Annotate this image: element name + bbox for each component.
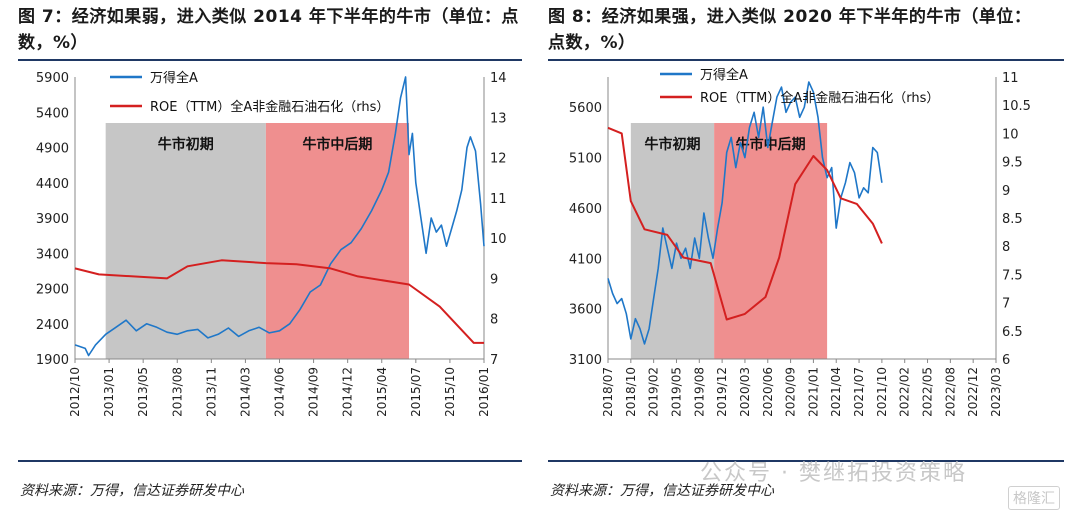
- left-top-rule: [18, 59, 522, 61]
- legend-label-roe: ROE（TTM）全A非金融石油石化（rhs）: [150, 99, 389, 115]
- y-right-tick-label: 9: [1002, 184, 1010, 199]
- y-left-tick-label: 4100: [569, 252, 602, 267]
- x-tick-label: 2012/10: [68, 367, 82, 417]
- y-right-tick-label: 7: [1002, 297, 1010, 312]
- x-tick-label: 2013/11: [204, 367, 218, 417]
- logo-badge: 格隆汇: [1008, 486, 1060, 510]
- y-right-tick-label: 12: [490, 152, 507, 167]
- left-source: 资料来源：万得，信达证券研发中心: [20, 483, 244, 499]
- x-tick-label: 2018/10: [624, 367, 638, 417]
- band-early: [105, 123, 266, 359]
- y-left-tick-label: 2900: [36, 283, 69, 298]
- right-chart: 牛市初期 牛市中后期 3100 3600 4100 4600 5100 5600 6 6.5 7 7.…: [569, 67, 1031, 417]
- y-right-tick-label: 11: [1002, 71, 1019, 86]
- x-tick-label: 2022/12: [966, 367, 980, 417]
- y-right-tick-label: 14: [490, 71, 507, 86]
- band-label-late: 牛市中后期: [302, 136, 372, 153]
- right-bottom-rule: [548, 460, 1064, 462]
- y-left-tick-label: 5900: [36, 71, 69, 86]
- x-tick-label: 2014/12: [341, 367, 355, 417]
- y-left-tick-label: 5600: [569, 101, 602, 116]
- right-title-line1: 图 8：经济如果强，进入类似 2020 年下半年的牛市（单位：: [548, 7, 1032, 27]
- y-right-tick-label: 6: [1002, 353, 1010, 368]
- right-title-line2: 点数，%）: [548, 33, 636, 53]
- y-right-tick-label: 6.5: [1002, 325, 1023, 340]
- x-tick-label: 2014/09: [307, 367, 321, 417]
- x-tick-label: 2021/01: [806, 367, 820, 417]
- right-source: 资料来源：万得，信达证券研发中心: [550, 483, 774, 499]
- band-label-late: 牛市中后期: [736, 136, 806, 153]
- x-tick-label: 2020/03: [738, 367, 752, 417]
- left-title-line1: 图 7：经济如果弱，进入类似 2014 年下半年的牛市（单位：点: [18, 7, 519, 27]
- x-tick-label: 2013/01: [102, 367, 116, 417]
- x-tick-label: 2022/08: [943, 367, 957, 417]
- y-left-tick-label: 5100: [569, 152, 602, 167]
- left-bottom-rule: [18, 460, 522, 462]
- y-right-tick-label: 9: [490, 272, 498, 287]
- x-tick-label: 2015/07: [409, 367, 423, 417]
- left-title-line2: 数，%）: [18, 33, 89, 53]
- legend-label-index: 万得全A: [150, 70, 198, 86]
- y-left-tick-label: 3900: [36, 212, 69, 227]
- band-label-early: 牛市初期: [158, 136, 214, 153]
- y-left-tick-label: 3100: [569, 353, 602, 368]
- y-right-tick-label: 10.5: [1002, 99, 1031, 114]
- x-tick-label: 2013/05: [136, 367, 150, 417]
- x-tick-label: 2021/10: [875, 367, 889, 417]
- y-right-tick-label: 10: [1002, 127, 1019, 142]
- series-index-line: [74, 76, 485, 357]
- y-left-tick-label: 5400: [36, 106, 69, 121]
- y-right-tick-label: 7.5: [1002, 268, 1023, 283]
- x-tick-label: 2015/10: [443, 367, 457, 417]
- right-top-rule: [548, 59, 1064, 61]
- y-left-tick-label: 3400: [36, 247, 69, 262]
- y-right-tick-label: 13: [490, 111, 507, 126]
- y-right-tick-label: 8: [490, 313, 498, 328]
- x-tick-label: 2020/09: [784, 367, 798, 417]
- y-left-tick-label: 3600: [569, 303, 602, 318]
- band-late: [265, 123, 410, 359]
- y-left-tick-label: 4900: [36, 142, 69, 157]
- y-right-tick-label: 8.5: [1002, 212, 1023, 227]
- x-tick-label: 2019/12: [715, 367, 729, 417]
- y-right-tick-label: 9.5: [1002, 156, 1023, 171]
- x-tick-label: 2019/05: [669, 367, 683, 417]
- y-left-tick-label: 4400: [36, 177, 69, 192]
- y-left-tick-label: 4600: [569, 202, 602, 217]
- y-right-tick-label: 10: [490, 232, 507, 247]
- x-tick-label: 2014/03: [238, 367, 252, 417]
- band-label-early: 牛市初期: [644, 136, 700, 153]
- x-tick-label: 2019/08: [692, 367, 706, 417]
- x-tick-label: 2022/05: [921, 367, 935, 417]
- x-tick-label: 2022/02: [898, 367, 912, 417]
- y-right-tick-label: 11: [490, 192, 507, 207]
- left-chart: 牛市初期 牛市中后期 1900 2400 2900 3400 3900 4400 4900 540…: [36, 70, 507, 417]
- series-index-line: [607, 81, 883, 345]
- legend-label-roe: ROE（TTM）全A非金融石油石化（rhs）: [700, 90, 939, 106]
- x-tick-label: 2018/07: [601, 367, 615, 417]
- x-tick-label: 2013/08: [170, 367, 184, 417]
- band-late: [714, 123, 828, 359]
- x-tick-label: 2021/04: [829, 367, 843, 417]
- y-right-tick-label: 8: [1002, 240, 1010, 255]
- x-tick-label: 2015/04: [375, 367, 389, 417]
- y-right-tick-label: 7: [490, 353, 498, 368]
- x-tick-label: 2021/07: [852, 367, 866, 417]
- legend-label-index: 万得全A: [700, 67, 748, 83]
- x-tick-label: 2016/01: [477, 367, 491, 417]
- series-roe-line: [607, 126, 883, 321]
- watermark-text: 公众号 · 樊继拓投资策略: [700, 461, 967, 486]
- y-left-tick-label: 1900: [36, 353, 69, 368]
- x-tick-label: 2014/06: [273, 367, 287, 417]
- x-tick-label: 2020/06: [761, 367, 775, 417]
- series-roe-line: [74, 259, 484, 344]
- x-tick-label: 2023/03: [989, 367, 1003, 417]
- y-left-tick-label: 2400: [36, 318, 69, 333]
- x-tick-label: 2019/02: [647, 367, 661, 417]
